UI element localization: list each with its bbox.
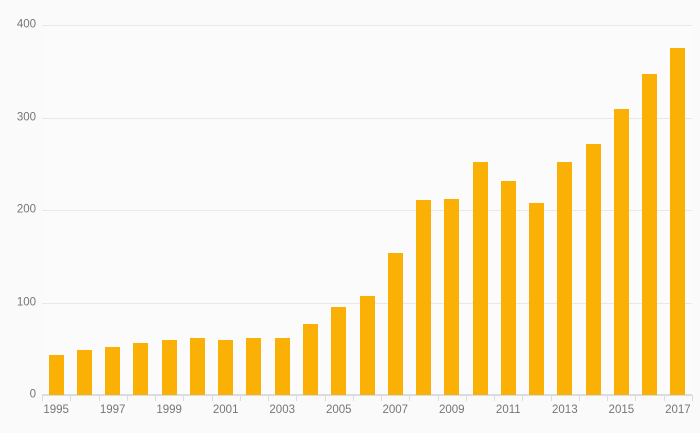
bar-2012[interactable] (529, 202, 545, 395)
bar-2005[interactable] (331, 307, 347, 395)
x-axis-tick (183, 395, 184, 401)
x-axis-label-2001: 2001 (212, 404, 239, 416)
y-axis-label-400: 400 (16, 18, 36, 31)
x-axis-tick (635, 395, 636, 401)
x-axis: 1995 1997 1999 2001 2003 2005 2007 2009 2011 2013… (42, 395, 693, 433)
x-axis-tick (438, 395, 439, 401)
x-axis-label-1997: 1997 (99, 404, 126, 416)
x-axis-tick (240, 395, 241, 401)
x-axis-tick (551, 395, 552, 401)
bar-1998[interactable] (133, 343, 149, 395)
x-axis-label-2003: 2003 (269, 404, 295, 416)
x-axis-tick (296, 395, 297, 401)
bar-2011[interactable] (500, 181, 516, 395)
x-axis-tick (127, 395, 128, 401)
bar-2009[interactable] (444, 198, 460, 395)
y-axis-label-100: 100 (16, 295, 36, 308)
gridline-300 (42, 117, 692, 119)
bar-1996[interactable] (76, 349, 92, 395)
x-axis-tick (325, 395, 326, 401)
bar-2000[interactable] (189, 337, 205, 395)
x-axis-label-2009: 2009 (438, 404, 465, 416)
x-axis-tick (579, 395, 580, 401)
gridline-200 (42, 210, 692, 211)
x-axis-label-1995: 1995 (43, 404, 69, 416)
plot-area (42, 25, 692, 395)
x-axis-label-2007: 2007 (382, 404, 409, 416)
x-axis-tick (466, 395, 467, 401)
x-axis-label-2011: 2011 (495, 404, 521, 416)
bar-2007[interactable] (387, 253, 403, 395)
bar-2014[interactable] (585, 144, 601, 395)
gridline-400 (42, 25, 692, 26)
y-axis-label-200: 200 (16, 203, 36, 216)
bar-2002[interactable] (246, 337, 262, 395)
bar-1999[interactable] (161, 340, 177, 395)
bar-2013[interactable] (557, 161, 573, 395)
x-axis-tick (42, 395, 43, 401)
x-axis-label-1999: 1999 (156, 404, 182, 416)
x-axis-tick (155, 395, 156, 401)
x-axis-label-2013: 2013 (552, 404, 578, 416)
bar-2006[interactable] (359, 296, 375, 395)
x-axis-tick (607, 395, 608, 401)
x-axis-tick (381, 395, 382, 401)
y-axis: 0 100 200 300 400 (0, 19, 36, 400)
bar-2001[interactable] (218, 339, 234, 395)
x-axis-label-2015: 2015 (608, 404, 635, 416)
x-axis-tick (664, 395, 665, 401)
y-axis-label-0: 0 (29, 388, 36, 401)
bar-1997[interactable] (105, 346, 121, 395)
bar-2010[interactable] (472, 161, 488, 395)
bar-2015[interactable] (613, 109, 629, 395)
x-axis-tick (212, 395, 213, 401)
x-axis-tick (353, 395, 354, 401)
bar-2017[interactable] (670, 48, 686, 395)
bar-2016[interactable] (642, 74, 658, 395)
x-axis-tick (70, 395, 71, 401)
bar-2003[interactable] (274, 337, 290, 395)
bar-2008[interactable] (416, 199, 432, 395)
x-axis-tick (692, 395, 693, 401)
bar-1995[interactable] (48, 355, 64, 395)
bar-2004[interactable] (302, 323, 318, 395)
x-axis-tick (268, 395, 269, 401)
x-axis-line (42, 395, 692, 396)
x-axis-tick (494, 395, 495, 401)
x-axis-label-2005: 2005 (325, 404, 352, 416)
y-axis-label-300: 300 (16, 110, 36, 123)
x-axis-label-2017: 2017 (665, 404, 691, 416)
x-axis-tick (409, 395, 410, 401)
x-axis-tick (99, 395, 100, 401)
x-axis-tick (522, 395, 523, 401)
